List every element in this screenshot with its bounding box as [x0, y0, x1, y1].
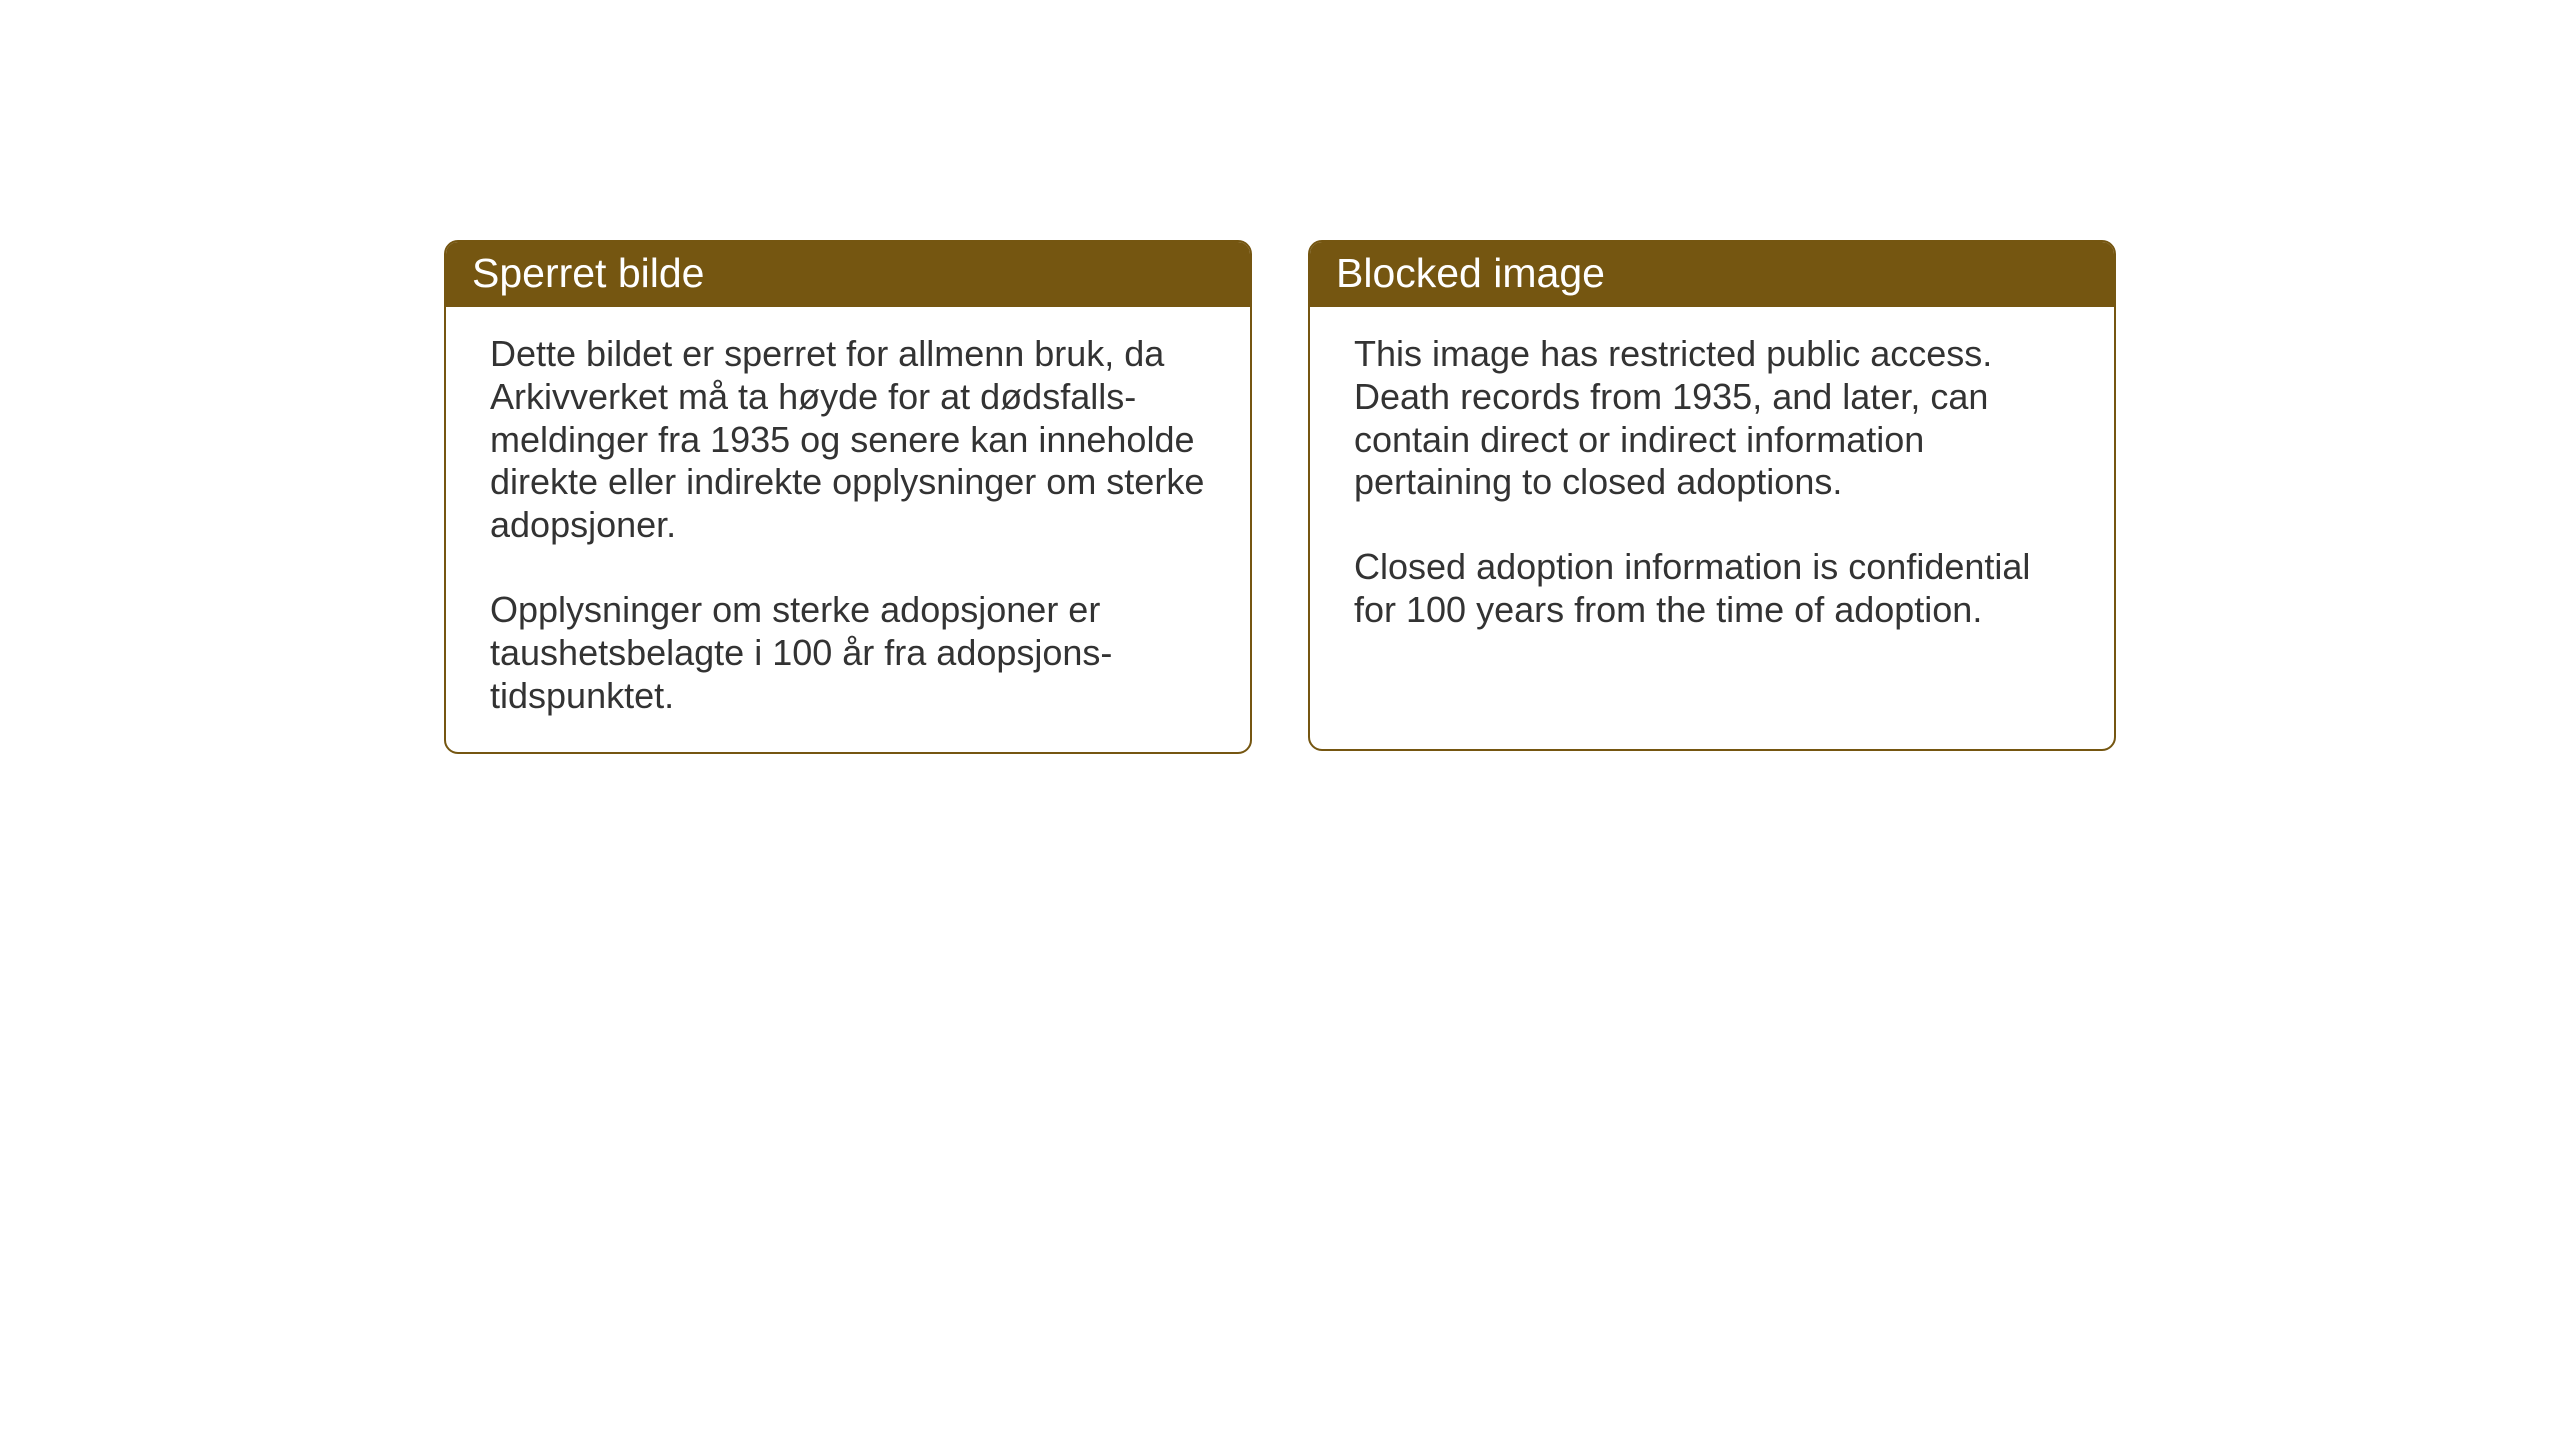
- notice-container: Sperret bilde Dette bildet er sperret fo…: [444, 240, 2116, 754]
- notice-paragraph-2-norwegian: Opplysninger om sterke adopsjoner er tau…: [490, 589, 1206, 717]
- notice-box-english: Blocked image This image has restricted …: [1308, 240, 2116, 751]
- notice-box-norwegian: Sperret bilde Dette bildet er sperret fo…: [444, 240, 1252, 754]
- notice-body-norwegian: Dette bildet er sperret for allmenn bruk…: [446, 307, 1250, 752]
- notice-header-norwegian: Sperret bilde: [446, 242, 1250, 307]
- notice-body-english: This image has restricted public access.…: [1310, 307, 2114, 666]
- notice-header-english: Blocked image: [1310, 242, 2114, 307]
- notice-paragraph-2-english: Closed adoption information is confident…: [1354, 546, 2070, 632]
- notice-paragraph-1-english: This image has restricted public access.…: [1354, 333, 2070, 504]
- notice-paragraph-1-norwegian: Dette bildet er sperret for allmenn bruk…: [490, 333, 1206, 547]
